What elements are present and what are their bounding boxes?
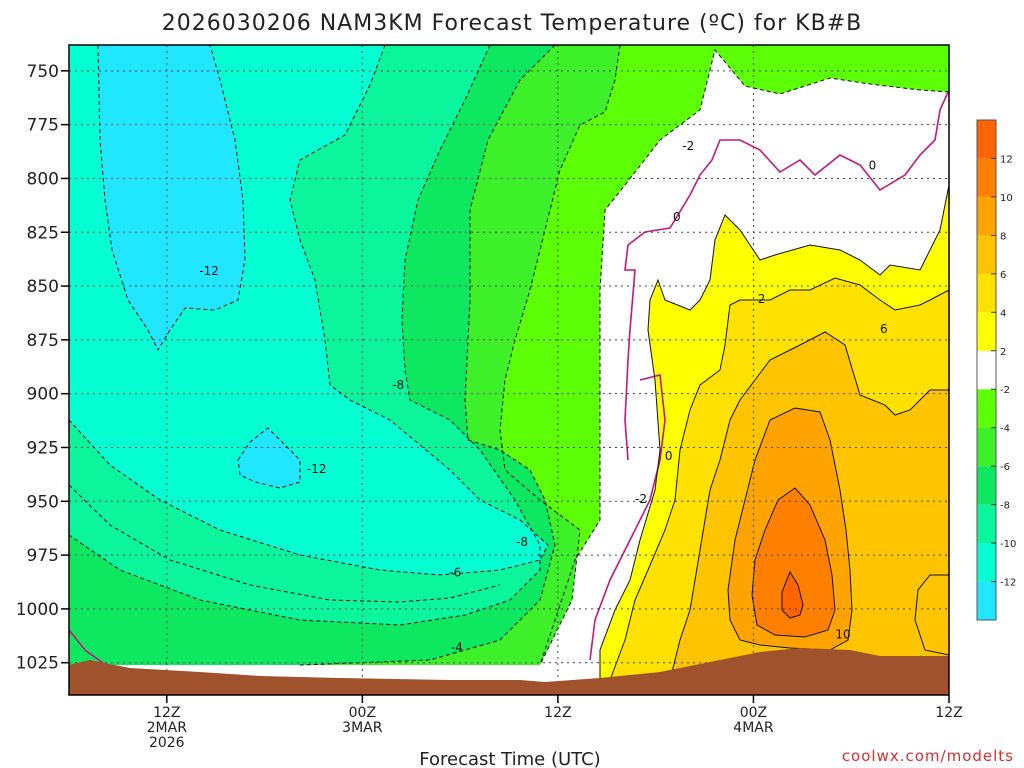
credit-link[interactable]: coolwx.com/modelts [842,747,1014,765]
chart-title: 2026030206 NAM3KM Forecast Temperature (… [162,11,862,36]
y-tick-label-1025: 1025 [16,654,59,674]
colorbar-label-0: -12 [1000,578,1016,589]
contour-label-4: -6 [449,565,461,579]
colorbar-swatch-4 [977,427,996,467]
contour-label-6: -2 [682,139,694,153]
colorbar-swatch-2 [977,504,996,544]
x-tick-label-0-1: 2MAR [147,720,188,736]
x-tick-label-1-0: 00Z [349,705,376,721]
colorbar-label-1: -10 [1000,539,1016,550]
colorbar-swatch-10 [977,196,996,236]
contour-label-1: -12 [307,462,327,476]
colorbar-swatch-11 [977,158,996,197]
positive-contours [599,184,949,681]
colorbar-swatch-7 [977,312,996,351]
colorbar-label-8: 6 [1000,270,1006,281]
x-tick-label-3-0: 00Z [740,705,767,721]
plot-frame [68,44,950,696]
plot-area: -12 -12 -8 -8 -6 -4 -2 0 0 -2 2 0 6 10 [69,45,949,695]
colorbar-swatch-8 [977,273,996,313]
y-tick-label-800: 800 [27,169,59,189]
y-tick-label-1000: 1000 [16,600,59,620]
colorbar-label-5: -2 [1000,385,1010,396]
colorbar-label-7: 4 [1000,308,1006,319]
region-minus-12-b [238,428,300,488]
colorbar-swatch-1 [977,543,996,582]
colorbar-swatch-5 [977,389,996,428]
x-tick-label-4-0: 12Z [935,705,962,721]
x-tick-label-3-1: 4MAR [733,720,774,736]
colorbar-frame [976,119,997,621]
x-tick-label-0-0: 12Z [153,705,180,721]
y-tick-label-900: 900 [27,385,59,405]
contour-label-2: -8 [392,378,404,392]
y-tick-label-850: 850 [27,277,59,297]
contour-label-12: 6 [880,322,888,336]
y-axis: 750 775 800 825 850 875 900 925 950 975 1000 1025 [16,62,69,674]
contour-label-5: -4 [451,641,463,655]
contour-label-10: 2 [758,292,766,306]
contour-label-8: 0 [665,449,673,463]
contour-label-7: 0 [673,210,681,224]
colorbar-label-2: -8 [1000,501,1010,512]
colorbar-label-6: 2 [1000,347,1006,358]
y-tick-label-975: 975 [27,546,59,566]
y-tick-label-875: 875 [27,331,59,351]
contour-label-9: -2 [635,492,647,506]
contour-label-11: 0 [869,159,877,173]
colorbar-label-11: 12 [1000,154,1013,165]
x-tick-label-2-0: 12Z [544,705,571,721]
contour-label-0: -12 [199,264,219,278]
x-tick-label-0-2: 2026 [149,735,185,751]
contour-label-13: 10 [835,628,850,642]
zero-contours [69,89,949,669]
x-tick-label-1-1: 3MAR [342,720,383,736]
colorbar-label-3: -6 [1000,462,1010,473]
region-plus-12 [782,572,803,618]
colorbar-swatch-3 [977,466,996,505]
colorbar-swatch-9 [977,235,996,274]
contour-labels: -12 -12 -8 -8 -6 -4 -2 0 0 -2 2 0 6 10 [199,139,888,655]
colorbar-label-9: 8 [1000,231,1006,242]
x-axis-label: Forecast Time (UTC) [419,749,600,768]
colorbar-label-4: -4 [1000,424,1010,435]
region-plus-6-right [915,575,949,655]
colorbar-label-10: 10 [1000,193,1013,204]
colorbar-swatch-6 [977,350,996,390]
region-plus-10 [752,488,835,637]
colorbar-swatch-0 [977,581,996,620]
region-minus-12 [98,45,245,350]
y-tick-label-925: 925 [27,438,59,458]
colorbar-swatch-12 [977,120,996,159]
y-tick-label-825: 825 [27,223,59,243]
y-tick-label-775: 775 [27,116,59,136]
y-tick-label-750: 750 [27,62,59,82]
colorbar: -12 -10 -8 -6 -4 -2 2 4 6 8 10 12 [976,119,1016,621]
contour-label-3: -8 [516,535,528,549]
terrain-area [69,648,949,695]
y-tick-label-950: 950 [27,492,59,512]
